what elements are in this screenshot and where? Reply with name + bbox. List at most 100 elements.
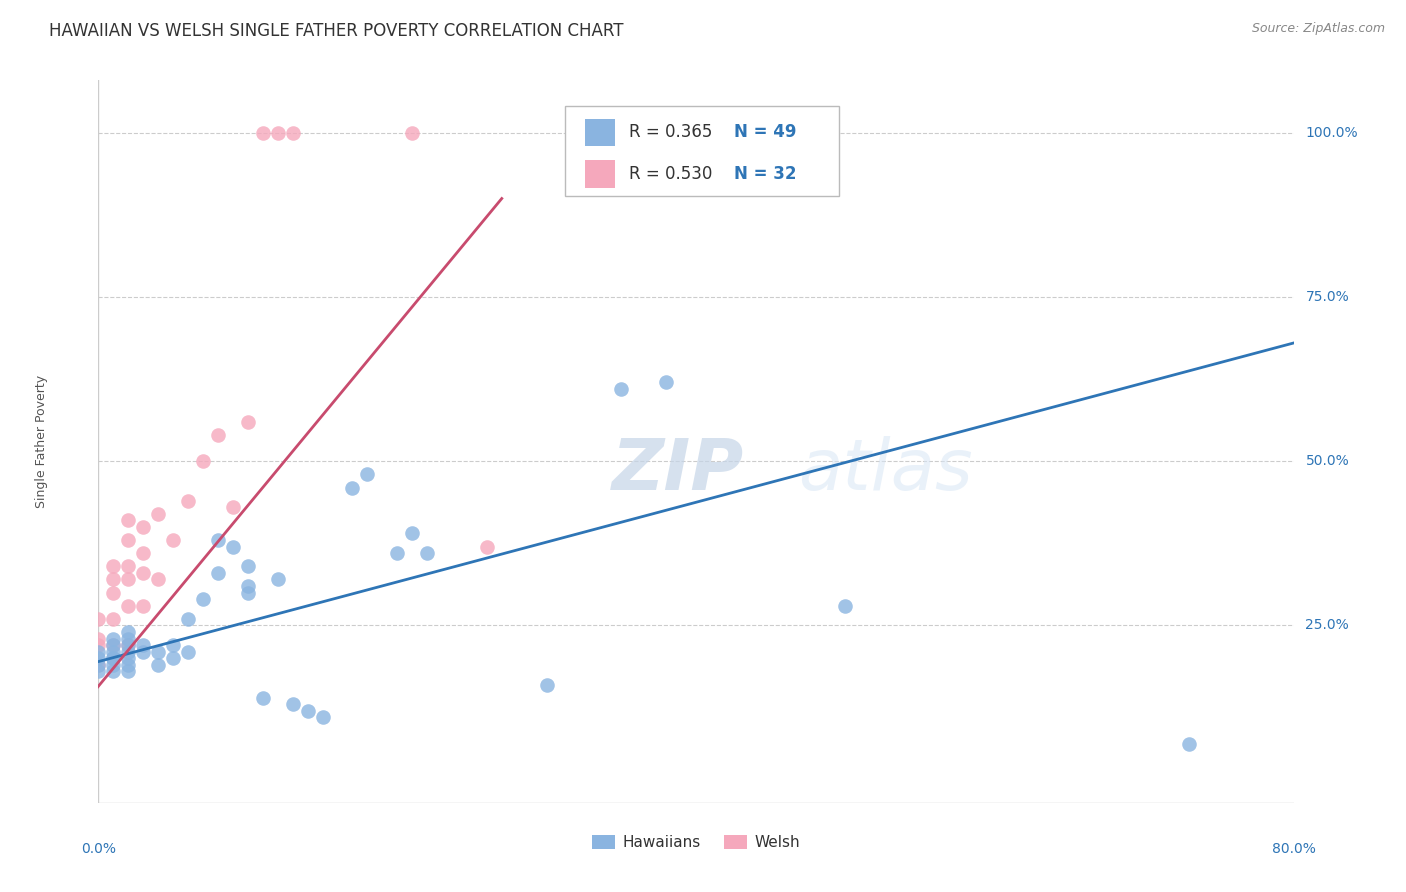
Text: 50.0%: 50.0% [1306,454,1350,468]
Point [87,612,110,626]
Text: N = 32: N = 32 [734,165,797,183]
Text: R = 0.365: R = 0.365 [628,123,713,142]
Point [222,540,245,554]
Point [162,638,184,652]
Text: 0.0%: 0.0% [82,842,115,856]
Point [610,382,633,396]
Point [655,376,678,390]
Point [103,559,125,574]
Point [117,625,139,640]
Point [117,665,139,679]
Point [207,533,229,547]
Point [117,632,139,646]
Point [132,638,155,652]
Point [536,677,558,691]
Point [132,645,155,659]
Point [401,526,423,541]
Point [117,513,139,527]
Point [103,612,125,626]
Point [87,657,110,672]
Point [87,632,110,646]
Text: Single Father Poverty: Single Father Poverty [35,375,48,508]
Point [297,704,319,718]
Point [416,546,439,560]
Point [311,710,333,724]
Point [207,566,229,580]
Point [117,638,139,652]
Point [87,638,110,652]
Point [177,612,200,626]
Point [117,651,139,665]
Point [117,599,139,613]
Point [117,638,139,652]
Point [177,493,200,508]
Point [267,573,290,587]
Point [191,454,214,468]
Point [132,520,155,534]
Point [103,632,125,646]
Point [103,665,125,679]
Point [103,651,125,665]
FancyBboxPatch shape [585,119,614,146]
Point [177,645,200,659]
FancyBboxPatch shape [565,105,839,196]
Point [356,467,378,482]
Point [207,428,229,442]
Point [342,481,364,495]
Point [87,651,110,665]
Point [475,540,498,554]
Point [148,507,170,521]
Point [281,126,304,140]
Point [117,657,139,672]
Point [87,665,110,679]
Text: Source: ZipAtlas.com: Source: ZipAtlas.com [1251,22,1385,36]
Point [834,599,856,613]
Point [162,533,184,547]
Point [117,573,139,587]
Point [236,585,259,599]
Point [148,657,170,672]
Text: N = 49: N = 49 [734,123,797,142]
Point [236,579,259,593]
Text: 75.0%: 75.0% [1306,290,1350,304]
Point [132,546,155,560]
Point [103,651,125,665]
Text: atlas: atlas [797,436,972,505]
Point [401,126,423,140]
Point [117,645,139,659]
Point [132,566,155,580]
Text: 80.0%: 80.0% [1271,842,1316,856]
Point [103,638,125,652]
Point [103,645,125,659]
FancyBboxPatch shape [585,161,614,187]
Point [222,500,245,515]
Point [385,546,409,560]
Point [103,657,125,672]
Point [236,559,259,574]
Point [103,573,125,587]
Point [789,126,811,140]
Point [87,657,110,672]
Text: HAWAIIAN VS WELSH SINGLE FATHER POVERTY CORRELATION CHART: HAWAIIAN VS WELSH SINGLE FATHER POVERTY … [49,22,624,40]
Point [117,559,139,574]
Point [117,533,139,547]
Point [132,599,155,613]
Point [1178,737,1201,751]
Point [103,638,125,652]
Point [148,573,170,587]
Text: 25.0%: 25.0% [1306,618,1350,632]
Point [148,645,170,659]
Point [103,585,125,599]
Point [87,645,110,659]
Point [162,651,184,665]
Point [267,126,290,140]
Point [281,698,304,712]
Point [191,592,214,607]
Point [252,126,274,140]
Legend: Hawaiians, Welsh: Hawaiians, Welsh [586,830,806,856]
Point [236,415,259,429]
Text: ZIP: ZIP [613,436,745,505]
Text: R = 0.530: R = 0.530 [628,165,713,183]
Point [252,690,274,705]
Text: 100.0%: 100.0% [1306,126,1358,140]
